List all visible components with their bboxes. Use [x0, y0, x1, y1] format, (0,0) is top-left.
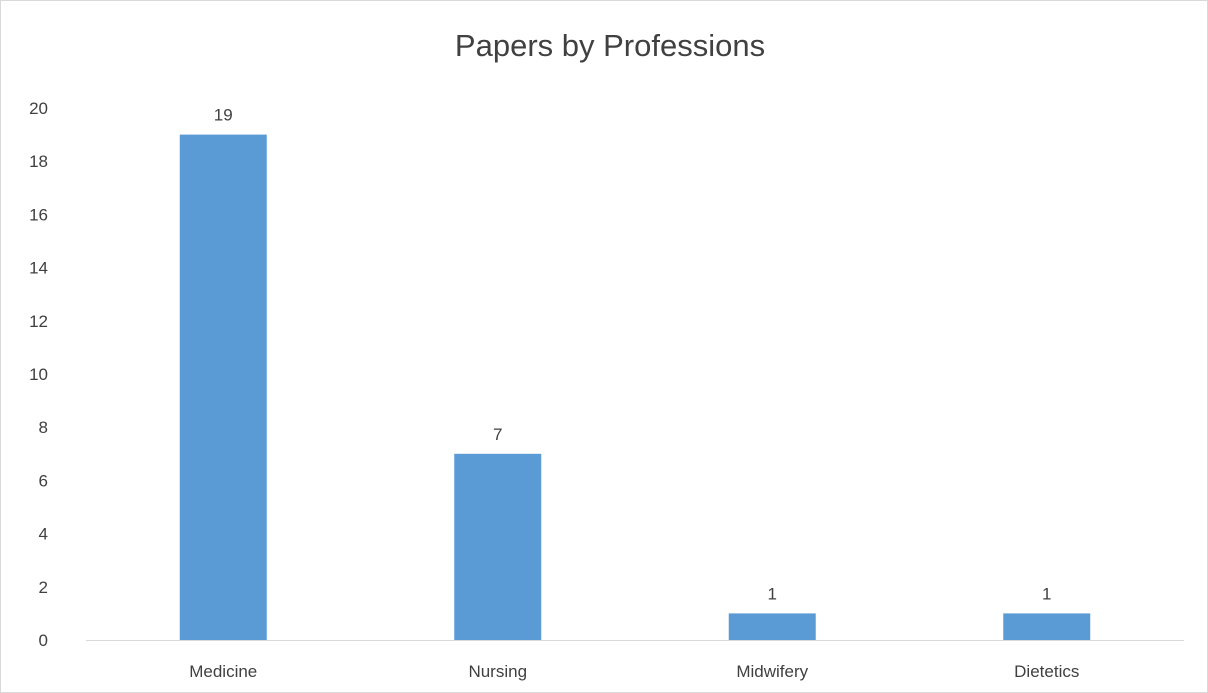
- bar-value-label: 7: [493, 425, 502, 444]
- bar: [179, 134, 267, 640]
- x-axis-ticks: Medicine Nursing Midwifery Dietetics: [189, 662, 1079, 681]
- y-tick-label: 20: [29, 99, 48, 118]
- bar: [1003, 613, 1091, 640]
- bar-value-label: 1: [768, 584, 777, 603]
- bar-value-label: 19: [214, 106, 233, 125]
- bar: [728, 613, 816, 640]
- chart-title: Papers by Professions: [454, 28, 766, 63]
- y-tick-label: 6: [39, 471, 48, 490]
- y-tick-label: 18: [29, 152, 48, 171]
- y-tick-label: 14: [29, 259, 48, 278]
- x-tick-label: Midwifery: [736, 662, 808, 681]
- y-tick-label: 16: [29, 205, 48, 224]
- y-tick-label: 4: [39, 525, 48, 544]
- y-tick-label: 10: [29, 365, 48, 384]
- x-tick-label: Nursing: [468, 662, 527, 681]
- bar-value-label: 1: [1042, 584, 1051, 603]
- data-labels: 19 7 1 1: [214, 106, 1052, 604]
- y-tick-label: 2: [39, 578, 48, 597]
- x-tick-label: Medicine: [189, 662, 257, 681]
- x-tick-label: Dietetics: [1014, 662, 1079, 681]
- y-tick-label: 0: [39, 631, 48, 650]
- bars: [179, 134, 1091, 640]
- y-axis-ticks: 0 2 4 6 8 10 12 14 16 18 20: [29, 99, 48, 650]
- y-tick-label: 12: [29, 312, 48, 331]
- bar: [454, 453, 542, 640]
- y-tick-label: 8: [39, 418, 48, 437]
